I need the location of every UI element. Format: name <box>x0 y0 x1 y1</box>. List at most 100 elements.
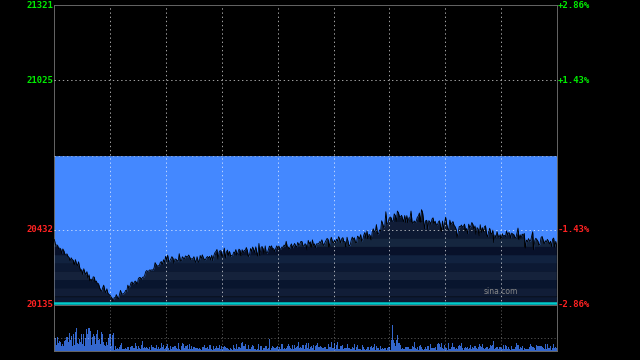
Bar <box>408 347 410 351</box>
Bar <box>338 349 339 351</box>
Bar <box>362 345 364 351</box>
Bar <box>390 340 392 351</box>
Bar <box>532 347 533 351</box>
Bar <box>132 348 134 351</box>
Bar <box>278 350 280 351</box>
Bar <box>159 350 160 351</box>
Bar <box>383 349 384 351</box>
Bar <box>502 349 503 351</box>
Bar <box>522 346 523 351</box>
Bar <box>242 342 243 351</box>
Bar <box>96 334 97 351</box>
Bar <box>342 345 343 351</box>
Bar <box>371 346 372 351</box>
Bar <box>488 349 489 351</box>
Bar <box>492 346 493 351</box>
Bar <box>535 350 536 351</box>
Bar <box>531 346 532 351</box>
Bar <box>137 349 138 351</box>
Bar <box>376 346 377 351</box>
Bar <box>431 348 433 351</box>
Bar <box>68 333 70 351</box>
Bar <box>512 349 513 351</box>
Bar <box>452 343 454 351</box>
Bar <box>81 334 82 351</box>
Bar <box>375 350 376 351</box>
Bar <box>553 345 554 351</box>
Bar <box>122 349 123 351</box>
Bar <box>244 344 246 351</box>
Bar <box>173 347 175 351</box>
Bar <box>191 346 193 351</box>
Bar <box>270 350 271 351</box>
Bar <box>152 347 154 351</box>
Bar <box>529 347 530 351</box>
Bar <box>236 344 237 351</box>
Bar <box>271 348 272 351</box>
Bar <box>249 348 250 351</box>
Bar <box>76 328 77 351</box>
Bar <box>255 349 256 351</box>
Bar <box>172 347 173 351</box>
Bar <box>400 345 401 351</box>
Bar <box>92 337 93 351</box>
Bar <box>490 346 492 351</box>
Bar <box>405 347 406 351</box>
Bar <box>384 348 385 351</box>
Bar <box>419 346 420 351</box>
Bar <box>225 347 226 351</box>
Bar <box>410 349 412 351</box>
Bar <box>412 346 413 351</box>
Bar <box>182 343 183 351</box>
Bar <box>415 348 416 351</box>
Bar <box>356 347 357 351</box>
Text: -1.43%: -1.43% <box>558 225 590 234</box>
Bar <box>164 349 165 351</box>
Bar <box>331 342 332 351</box>
Bar <box>456 349 458 351</box>
Bar <box>134 343 136 351</box>
Bar <box>351 349 352 351</box>
Bar <box>355 350 356 351</box>
Bar <box>343 349 344 351</box>
Bar <box>526 349 527 351</box>
Bar <box>418 350 419 351</box>
Bar <box>216 346 218 351</box>
Bar <box>546 350 547 351</box>
Bar <box>267 348 268 351</box>
Bar <box>385 348 387 351</box>
Bar <box>543 348 544 351</box>
Bar <box>545 344 546 351</box>
Bar <box>349 349 351 351</box>
Bar <box>509 348 510 351</box>
Bar <box>243 346 244 351</box>
Bar <box>221 349 223 351</box>
Bar <box>472 347 474 351</box>
Bar <box>402 348 403 351</box>
Bar <box>527 349 528 351</box>
Bar <box>201 350 202 351</box>
Bar <box>275 348 276 351</box>
Bar <box>320 346 321 351</box>
Bar <box>203 347 204 351</box>
Bar <box>307 348 308 351</box>
Bar <box>60 342 61 351</box>
Bar <box>425 347 426 351</box>
Bar <box>102 334 103 351</box>
Bar <box>296 347 297 351</box>
Text: -2.86%: -2.86% <box>558 301 590 310</box>
Bar <box>324 347 326 351</box>
Bar <box>246 348 247 351</box>
Bar <box>85 338 86 351</box>
Bar <box>145 347 146 351</box>
Bar <box>125 348 126 351</box>
Bar <box>224 346 225 351</box>
Bar <box>479 345 480 351</box>
Bar <box>116 349 117 351</box>
Bar <box>223 347 224 351</box>
Bar <box>495 348 497 351</box>
Bar <box>507 349 508 351</box>
Bar <box>237 350 239 351</box>
Bar <box>239 348 241 351</box>
Bar <box>316 345 317 351</box>
